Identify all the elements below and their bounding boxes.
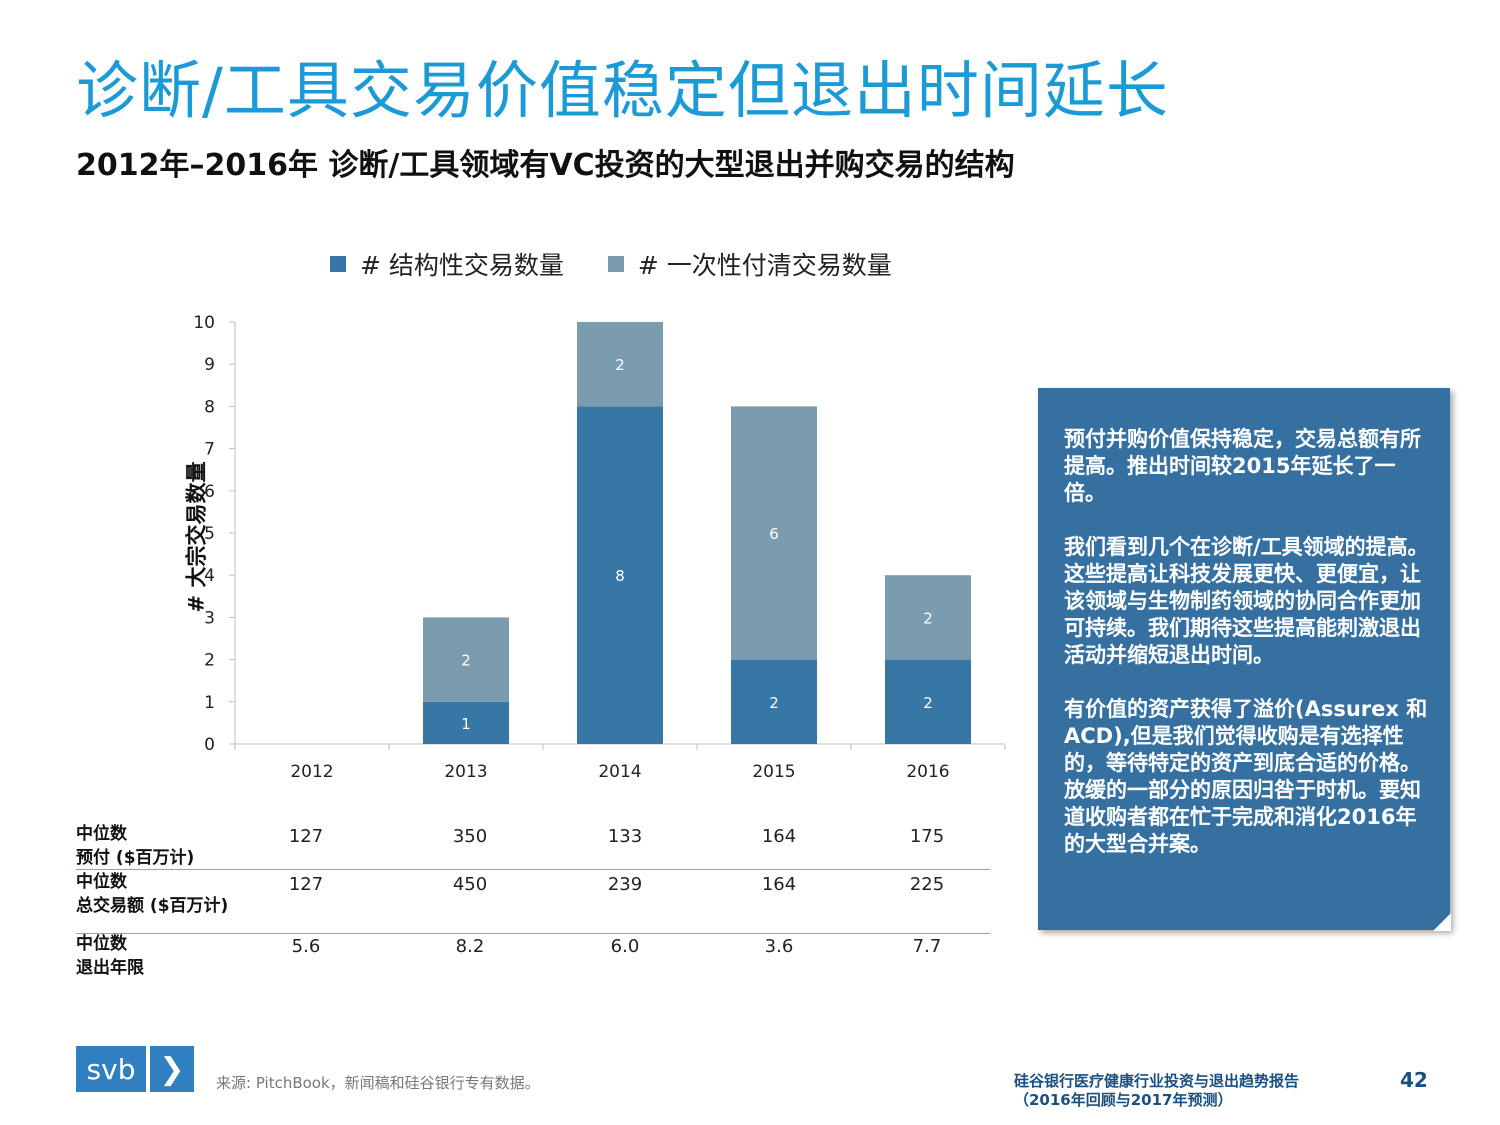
report-name: 硅谷银行医疗健康行业投资与退出趋势报告 （2016年回顾与2017年预测）	[1014, 1072, 1299, 1110]
data-label: 6	[769, 525, 779, 543]
data-label: 1	[461, 715, 471, 733]
report-name-line2: （2016年回顾与2017年预测）	[1014, 1091, 1233, 1109]
y-tick-label: 9	[204, 355, 215, 375]
y-tick-label: 8	[204, 397, 215, 417]
legend-label-structured: # 结构性交易数量	[360, 251, 564, 280]
bar-segment-lump-sum	[885, 575, 971, 660]
bar-segment-lump-sum	[577, 322, 663, 407]
row-label-line2: 预付 ($百万计)	[76, 848, 195, 868]
x-tick-label: 2016	[906, 762, 949, 782]
data-label: 2	[461, 652, 471, 670]
bar-segment-structured	[423, 701, 509, 744]
y-tick-label: 7	[204, 440, 215, 460]
bar-segment-structured	[885, 659, 971, 744]
x-tick-label: 2012	[290, 762, 333, 782]
data-label: 2	[923, 609, 933, 627]
table-cell: 164	[761, 874, 797, 895]
y-tick-label: 6	[204, 482, 215, 502]
table-cell: 6.0	[610, 936, 640, 957]
table-cell: 8.2	[455, 936, 485, 957]
page-title: 诊断/工具交易价值稳定但退出时间延长	[76, 54, 1169, 127]
row-label-line1: 中位数	[76, 934, 127, 954]
row-label-line1: 中位数	[76, 824, 127, 844]
table-cell: 7.7	[912, 936, 942, 957]
row-label: 中位数 预付 ($百万计)	[76, 822, 194, 870]
table-cell: 450	[452, 874, 488, 895]
chevron-right-icon: ❯	[150, 1046, 194, 1092]
bar-segment-lump-sum	[731, 406, 817, 660]
legend-item-structured: # 结构性交易数量	[330, 246, 564, 282]
data-label: 2	[769, 694, 779, 712]
legend-label-lump-sum: # 一次性付清交易数量	[637, 251, 892, 280]
table-cell: 239	[607, 874, 643, 895]
table-cell: 350	[452, 826, 488, 847]
page-number: 42	[1400, 1068, 1428, 1092]
data-label: 8	[615, 567, 625, 585]
y-tick-label: 3	[204, 608, 215, 628]
callout-text: 预付并购价值保持稳定，交易总额有所提高。推出时间较2015年延长了一倍。 我们看…	[1064, 426, 1434, 885]
legend-item-lump-sum: # 一次性付清交易数量	[607, 246, 892, 282]
legend-swatch-structured	[330, 256, 346, 272]
table-cell: 127	[288, 874, 324, 895]
source-note: 来源: PitchBook，新闻稿和硅谷银行专有数据。	[216, 1074, 540, 1092]
chart-legend: # 结构性交易数量 # 一次性付清交易数量	[330, 246, 892, 282]
table-cell: 5.6	[291, 936, 321, 957]
table-divider	[76, 933, 990, 934]
table-cell: 175	[909, 826, 945, 847]
report-name-line1: 硅谷银行医疗健康行业投资与退出趋势报告	[1014, 1072, 1300, 1090]
table-cell: 133	[607, 826, 643, 847]
callout-paragraph: 我们看到几个在诊断/工具领域的提高。这些提高让科技发展更快、更便宜，让该领域与生…	[1064, 535, 1429, 667]
logo-wordmark: svb	[76, 1046, 146, 1092]
table-cell: 3.6	[764, 936, 794, 957]
y-tick-label: 5	[204, 524, 215, 544]
page-subtitle: 2012年–2016年 诊断/工具领域有VC投资的大型退出并购交易的结构	[76, 148, 1015, 183]
row-label-line2: 总交易额 ($百万计)	[76, 896, 229, 916]
data-label: 2	[923, 694, 933, 712]
table-divider	[76, 869, 990, 870]
row-label: 中位数 退出年限	[76, 932, 144, 980]
callout-folded-corner	[1433, 913, 1451, 931]
row-label-line2: 退出年限	[76, 958, 144, 978]
stacked-bar-chart: 0 1 2 3 4 5 6 7 8 9 10 2012 2013 1 2 2014 8 2 2015 2 6 2016 2 2	[193, 313, 1006, 782]
x-tick-label: 2015	[752, 762, 795, 782]
table-cell: 225	[909, 874, 945, 895]
svb-logo: svb ❯	[76, 1046, 194, 1092]
data-label: 2	[615, 356, 625, 374]
x-tick-label: 2014	[598, 762, 641, 782]
y-tick-label: 4	[204, 566, 215, 586]
callout-paragraph: 有价值的资产获得了溢价(Assurex 和 ACD),但是我们觉得收购是有选择性…	[1064, 697, 1428, 856]
bar-segment-structured	[731, 659, 817, 744]
y-tick-label: 1	[204, 693, 215, 713]
x-tick-label: 2013	[444, 762, 487, 782]
row-label-line1: 中位数	[76, 872, 127, 892]
bar-segment-structured	[577, 406, 663, 744]
bar-segment-lump-sum	[423, 617, 509, 702]
y-tick-label: 10	[193, 313, 215, 333]
table-cell: 127	[288, 826, 324, 847]
y-tick-label: 2	[204, 651, 215, 671]
legend-swatch-lump-sum	[607, 256, 624, 272]
callout-paragraph: 预付并购价值保持稳定，交易总额有所提高。推出时间较2015年延长了一倍。	[1064, 427, 1421, 505]
commentary-callout: 预付并购价值保持稳定，交易总额有所提高。推出时间较2015年延长了一倍。 我们看…	[1038, 388, 1451, 931]
y-tick-label: 0	[204, 735, 215, 755]
table-cell: 164	[761, 826, 797, 847]
row-label: 中位数 总交易额 ($百万计)	[76, 870, 228, 918]
